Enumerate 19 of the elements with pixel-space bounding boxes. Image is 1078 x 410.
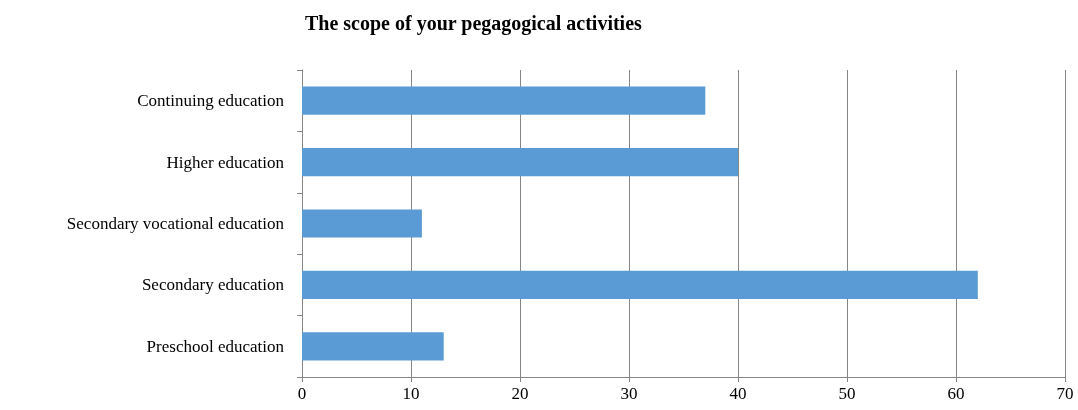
bar — [302, 332, 444, 361]
x-tick-label: 30 — [620, 384, 638, 403]
y-tick-label: Secondary vocational education — [66, 214, 285, 233]
x-tick-label: 70 — [1056, 384, 1074, 403]
y-tick-label: Secondary education — [141, 275, 285, 295]
x-tick-label: 10 — [402, 384, 420, 403]
bar — [302, 209, 422, 238]
bar — [302, 147, 738, 177]
y-tick-label: Continuing education — [137, 91, 285, 111]
bar — [302, 86, 706, 115]
bar — [302, 270, 978, 300]
y-tick-label: Preschool education — [146, 336, 285, 356]
x-tick-label: 20 — [511, 384, 529, 403]
x-tick-label: 0 — [297, 384, 307, 403]
x-tick-label: 40 — [729, 384, 747, 403]
y-tick-label: Higher education — [166, 152, 285, 172]
chart-title: The scope of your pegagogical activities — [305, 12, 643, 35]
x-tick-label: 50 — [838, 384, 856, 403]
x-tick-label: 60 — [947, 384, 965, 403]
